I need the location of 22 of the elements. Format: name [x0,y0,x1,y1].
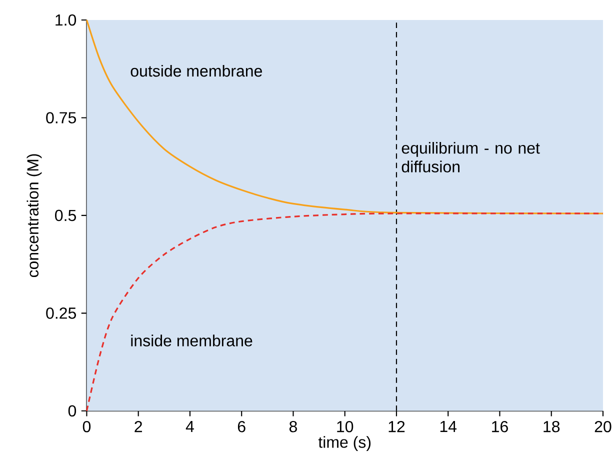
y-tick-label: 0 [68,405,76,416]
x-tick-label: 8 [289,420,297,432]
x-tick-label: 0 [82,420,91,432]
x-axis-title: time (s) [318,436,371,451]
x-tick-label: 6 [238,420,246,432]
x-tick-label: 12 [388,420,405,432]
line-series [86,19,604,214]
x-tick-label: 14 [440,420,457,432]
y-tick-label: 0.5 [55,210,76,221]
x-tick-label: 16 [492,420,508,432]
ref-line-label: equilibrium - no net diffusion [402,142,540,172]
series-label: inside membrane [131,334,252,346]
y-tick-label: 0.25 [46,307,76,319]
y-tick-label: 1.0 [56,14,76,26]
x-tick-label: 18 [544,420,560,432]
series-label: outside membrane [130,64,262,77]
x-tick-label: 10 [337,420,354,432]
x-tick-label: 20 [594,420,612,432]
y-tick-label: 0.75 [46,112,76,124]
y-axis-title: concentration (M) [26,154,42,277]
x-tick-label: 4 [186,420,194,432]
x-tick-label: 2 [134,420,142,432]
